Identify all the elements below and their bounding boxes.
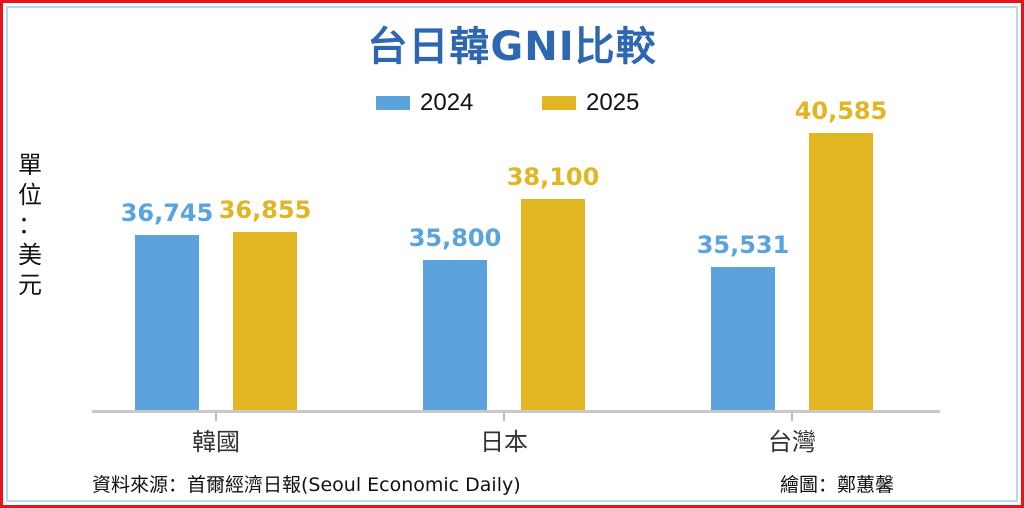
legend-swatch-2024 (376, 96, 410, 110)
bar-value-label: 38,100 (506, 163, 600, 192)
category-label: 台灣 (768, 428, 816, 456)
unit-char: 單 (18, 151, 42, 179)
category-label: 日本 (480, 428, 528, 456)
legend-label-2025: 2025 (586, 89, 640, 116)
bar-2024 (711, 267, 775, 410)
bar-value-label: 35,800 (408, 224, 502, 253)
x-axis-tick (791, 413, 793, 421)
legend-swatch-2025 (542, 96, 576, 110)
bar-2025 (809, 133, 873, 410)
x-axis-line (92, 410, 940, 413)
legend-item-2025: 2025 (542, 88, 639, 118)
unit-char: 美 (18, 241, 42, 269)
legend-label-2024: 2024 (420, 89, 474, 116)
chart-inner-border (6, 6, 1018, 502)
bar-2025 (521, 199, 585, 410)
bar-2024 (423, 260, 487, 410)
bar-value-label: 36,745 (120, 199, 214, 228)
chart-title: 台日韓GNI比較 (367, 24, 657, 70)
bar-2024 (135, 235, 199, 410)
bar-2025 (233, 232, 297, 410)
legend: 2024 2025 (0, 88, 1024, 118)
category-label: 韓國 (192, 428, 240, 456)
x-axis-tick (215, 413, 217, 421)
unit-char: 位 (18, 181, 42, 209)
unit-char: 元 (18, 271, 42, 299)
unit-char: ： (18, 211, 42, 239)
bar-value-label: 35,531 (696, 231, 790, 260)
bar-value-label: 40,585 (794, 97, 888, 126)
unit-label: 單 位 ： 美 元 (16, 150, 44, 300)
bar-value-label: 36,855 (218, 196, 312, 225)
legend-item-2024: 2024 (376, 88, 473, 118)
x-axis-tick (503, 413, 505, 421)
source-note: 資料來源：首爾經濟日報(Seoul Economic Daily) (92, 474, 521, 496)
credit-note: 繪圖：鄭蕙馨 (780, 474, 895, 496)
